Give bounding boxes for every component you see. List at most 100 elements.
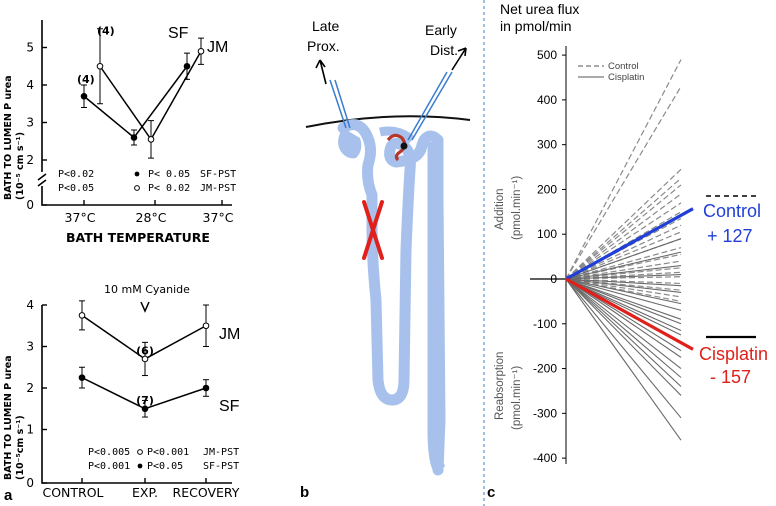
a-top-stat-2-c3: JM-PST (200, 183, 236, 194)
c-cisplatin-line (565, 278, 682, 325)
a-top-y-ticks: 0 2 3 4 5 (26, 41, 47, 212)
cortex-surface-line (305, 115, 471, 128)
arrow-early-dist (451, 47, 467, 71)
a-bottom-ytick-label: 1 (26, 423, 34, 437)
a-bottom-ylabel-1: BATH TO LUMEN P urea (3, 355, 14, 480)
a-top-series-label-sf: SF (168, 25, 189, 42)
a-bottom-ylabel-2: (10⁻⁵cm s⁻¹) (15, 415, 26, 480)
a-top-ytick-label: 3 (26, 116, 34, 130)
c-control-line (565, 86, 682, 280)
c-cisplatin-line (565, 251, 682, 280)
a-bottom-ytick-label: 4 (26, 298, 34, 312)
legend-control-label: Control (608, 61, 639, 72)
a-bottom-y-ticks: 0 1 2 3 4 (26, 298, 47, 490)
a-bottom-stat-2-c1: P<0.001 (88, 461, 130, 472)
c-lines (565, 59, 694, 441)
c-ytick-label: 300 (537, 138, 557, 152)
legend-cisplatin-label: Cisplatin (608, 72, 644, 83)
c-cisplatin-line (565, 278, 682, 387)
c-cisplatin-value: - 157 (710, 367, 751, 387)
c-subtitle: in pmol/min (500, 18, 572, 34)
a-bottom-stat-1-c1: P<0.005 (88, 447, 130, 458)
micropipette-early-dist (407, 71, 453, 141)
a-bottom-stats: P<0.005 P<0.001 JM-PST P<0.001 P<0.05 SF… (88, 447, 239, 472)
c-cisplatin-line (565, 278, 682, 287)
a-bottom-point-sf (78, 374, 86, 381)
label-late: Late (312, 18, 339, 34)
c-control-line (565, 231, 682, 280)
a-bottom-stat-2-marker (137, 463, 143, 469)
a-bottom-stat-1-c3: JM-PST (203, 447, 239, 458)
c-cisplatin-line (565, 278, 682, 293)
c-ytick-label: -100 (533, 317, 557, 331)
a-top-stat-1-c1: P<0.02 (58, 169, 94, 180)
c-ylabel-bottom: Reabsorption (494, 352, 506, 420)
a-top-ytick-label: 4 (26, 78, 34, 92)
a-bottom-point-sf (141, 405, 149, 413)
label-prox: Prox. (307, 38, 340, 54)
c-ytick-label: 400 (537, 93, 557, 107)
panel-label-a: a (4, 487, 13, 504)
a-top-stats: P<0.02 P< 0.05 SF-PST P<0.05 P< 0.02 JM-… (58, 169, 236, 194)
c-control-line (565, 59, 682, 280)
a-bottom-ytick-label: 2 (26, 381, 34, 395)
c-cisplatin-line (565, 278, 682, 378)
a-top-point-sf (183, 62, 191, 70)
c-control-line (565, 193, 682, 280)
a-top-ytick-label: 5 (26, 41, 34, 55)
a-top-ylabel-1: BATH TO LUMEN P urea (3, 75, 14, 200)
glomerulus-capsule (338, 128, 362, 159)
a-top-point-sf (130, 134, 138, 141)
a-top-stat-1-c3: SF-PST (200, 169, 236, 180)
a-bottom-xtick-label: EXP. (132, 485, 158, 500)
a-top-point-sf (80, 92, 88, 100)
c-ytick-label: 500 (537, 48, 557, 62)
a-top-axes (37, 20, 232, 206)
c-cisplatin-line (565, 278, 682, 419)
c-control-line (565, 247, 682, 280)
c-ylabel-top: Addition (494, 188, 506, 230)
a-bottom-x-categories: CONTROL EXP. RECOVERY (42, 478, 240, 500)
a-top-stat-1-marker (134, 171, 140, 177)
a-bottom-ytick-label: 3 (26, 340, 34, 354)
c-cisplatin-mean-line (565, 277, 694, 351)
a-bottom-series-label-jm: JM (219, 326, 240, 343)
a-top-ytick-label: 2 (26, 153, 34, 167)
c-control-line (565, 260, 682, 280)
a-top-xtick-label: 37°C (65, 210, 96, 225)
c-ytick-label: -200 (533, 362, 557, 376)
c-ytick-label: 100 (537, 227, 557, 241)
a-top-xtick-label: 37°C (203, 210, 234, 225)
c-cisplatin-line (565, 278, 682, 305)
a-top-stat-2-c1: P<0.05 (58, 183, 94, 194)
a-top-ylabel-2: (10⁻⁵ cm s⁻¹) (15, 132, 26, 200)
panel-label-c: c (487, 484, 495, 501)
a-bottom-plot: (6) (7) (78, 300, 210, 418)
a-top-ytick-label: 0 (26, 198, 34, 212)
a-top-n-label: (4) (77, 73, 95, 86)
a-bottom-xtick-label: RECOVERY (173, 485, 240, 500)
c-cisplatin-line (565, 273, 682, 280)
c-ytick-label: -400 (533, 451, 557, 465)
micropipette-late-prox (329, 79, 351, 129)
a-bottom-n-label: (6) (136, 344, 154, 357)
c-cisplatin-line (565, 238, 682, 280)
c-legend: Control Cisplatin (578, 61, 644, 83)
c-cisplatin-line (565, 278, 682, 396)
nephron-diagram: Late Prox. Early Dist. (305, 18, 471, 476)
a-top-xlabel: BATH TEMPERATURE (66, 230, 210, 245)
c-cisplatin-line (565, 278, 682, 331)
c-cisplatin-line (565, 265, 682, 280)
c-cisplatin-line (565, 278, 682, 358)
a-bottom-stat-2-c3: SF-PST (203, 461, 239, 472)
c-cisplatin-label: Cisplatin (699, 344, 768, 364)
a-bottom-annotation: 10 mM Cyanide (104, 283, 190, 296)
c-control-line (565, 184, 682, 280)
a-top-point-jm (96, 62, 104, 70)
a-bottom-point-jm (78, 312, 86, 319)
c-cisplatin-line (565, 278, 682, 311)
a-bottom-series-label-sf: SF (219, 398, 240, 415)
nephron-tubule (337, 119, 446, 476)
